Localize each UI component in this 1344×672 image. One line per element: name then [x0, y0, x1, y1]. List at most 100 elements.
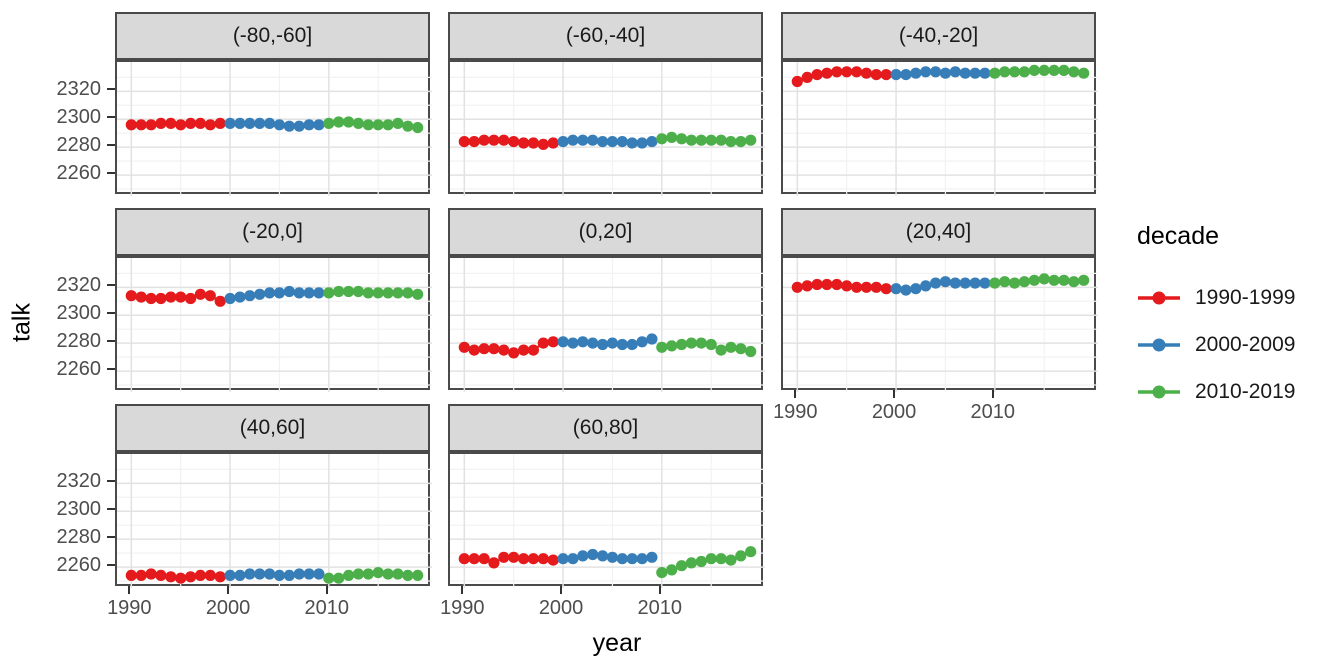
data-point — [989, 67, 1001, 79]
x-tick-mark — [794, 390, 797, 398]
data-point — [1048, 274, 1060, 286]
data-point — [646, 551, 658, 563]
x-tick-mark — [893, 390, 896, 398]
data-point — [392, 287, 404, 299]
data-point — [194, 288, 206, 300]
data-point — [313, 119, 325, 131]
data-point — [214, 117, 226, 129]
data-point — [508, 551, 520, 563]
data-point — [224, 569, 236, 581]
data-point — [214, 295, 226, 307]
y-tick-mark — [107, 564, 115, 567]
data-point — [343, 569, 355, 581]
data-point — [666, 564, 678, 576]
facet-panel-body — [115, 60, 432, 196]
facet-panel: (-60,-40] — [448, 12, 765, 196]
data-point — [458, 136, 470, 148]
data-point — [1018, 66, 1030, 78]
facet-panel: (-20,0] — [115, 208, 432, 392]
data-point — [880, 69, 892, 81]
data-point — [313, 568, 325, 580]
data-point — [606, 136, 618, 148]
data-point — [372, 119, 384, 131]
facet-strip: (40,60] — [115, 404, 430, 452]
data-point — [165, 117, 177, 129]
data-point — [801, 280, 813, 292]
data-point — [1068, 66, 1080, 78]
data-point — [841, 280, 853, 292]
data-point — [705, 553, 717, 565]
data-point — [969, 67, 981, 79]
x-tick-label: 2010 — [637, 597, 683, 619]
data-point — [959, 277, 971, 289]
data-point — [715, 344, 727, 356]
data-point — [264, 568, 276, 580]
data-point — [656, 567, 668, 579]
x-tick-mark — [560, 586, 563, 594]
data-point — [478, 343, 490, 355]
data-point — [402, 287, 414, 299]
data-point — [194, 569, 206, 581]
y-tick-label: 2260 — [56, 358, 102, 381]
data-point — [745, 546, 757, 558]
data-point — [352, 117, 364, 129]
data-point — [900, 69, 912, 81]
data-point — [204, 290, 216, 302]
data-point — [1009, 66, 1021, 78]
data-point — [547, 137, 559, 149]
y-tick-mark — [107, 116, 115, 119]
grid-minor — [117, 62, 432, 196]
legend-item-label: 2010-2019 — [1195, 380, 1296, 403]
data-point — [254, 568, 266, 580]
series-2010-2019 — [656, 337, 757, 358]
panel-plot — [783, 258, 1098, 392]
y-tick-mark — [107, 88, 115, 91]
y-tick-mark — [107, 284, 115, 287]
data-point — [165, 571, 177, 583]
data-point — [949, 66, 961, 78]
series-1990-1999 — [125, 568, 226, 584]
data-point — [1078, 274, 1090, 286]
data-point — [831, 278, 843, 291]
data-point — [303, 119, 315, 131]
grid-minor — [450, 62, 765, 196]
series-2010-2019 — [323, 116, 424, 134]
grid-major — [783, 62, 1098, 196]
data-point — [626, 553, 638, 565]
data-point — [910, 283, 922, 295]
data-point — [527, 137, 539, 149]
grid-major — [450, 62, 765, 196]
data-point — [458, 553, 470, 565]
data-point — [636, 553, 648, 565]
data-point — [851, 281, 863, 293]
grid-major — [783, 258, 1098, 392]
facet-strip: (-80,-60] — [115, 12, 430, 60]
legend-key-dot — [1152, 291, 1166, 305]
data-point — [323, 287, 335, 299]
x-tick-label: 2000 — [205, 597, 251, 619]
data-point — [656, 341, 668, 353]
data-point — [303, 568, 315, 580]
data-point — [685, 557, 697, 569]
data-point — [930, 277, 942, 289]
data-point — [333, 572, 345, 584]
y-tick-label: 2280 — [56, 330, 102, 353]
facet-strip-label: (20,40] — [905, 220, 972, 243]
data-point — [323, 117, 335, 129]
data-point — [352, 568, 364, 580]
data-point — [735, 550, 747, 562]
data-point — [185, 292, 197, 305]
data-point — [597, 338, 609, 351]
data-point — [537, 138, 549, 150]
data-point — [1048, 64, 1060, 76]
data-point — [333, 116, 345, 128]
data-point — [1009, 277, 1021, 289]
data-point — [666, 340, 678, 352]
data-point — [676, 560, 688, 572]
data-point — [293, 120, 305, 132]
data-point — [498, 134, 510, 146]
data-point — [343, 285, 355, 298]
grid-minor — [117, 258, 432, 392]
data-point — [880, 283, 892, 295]
data-point — [234, 117, 246, 129]
